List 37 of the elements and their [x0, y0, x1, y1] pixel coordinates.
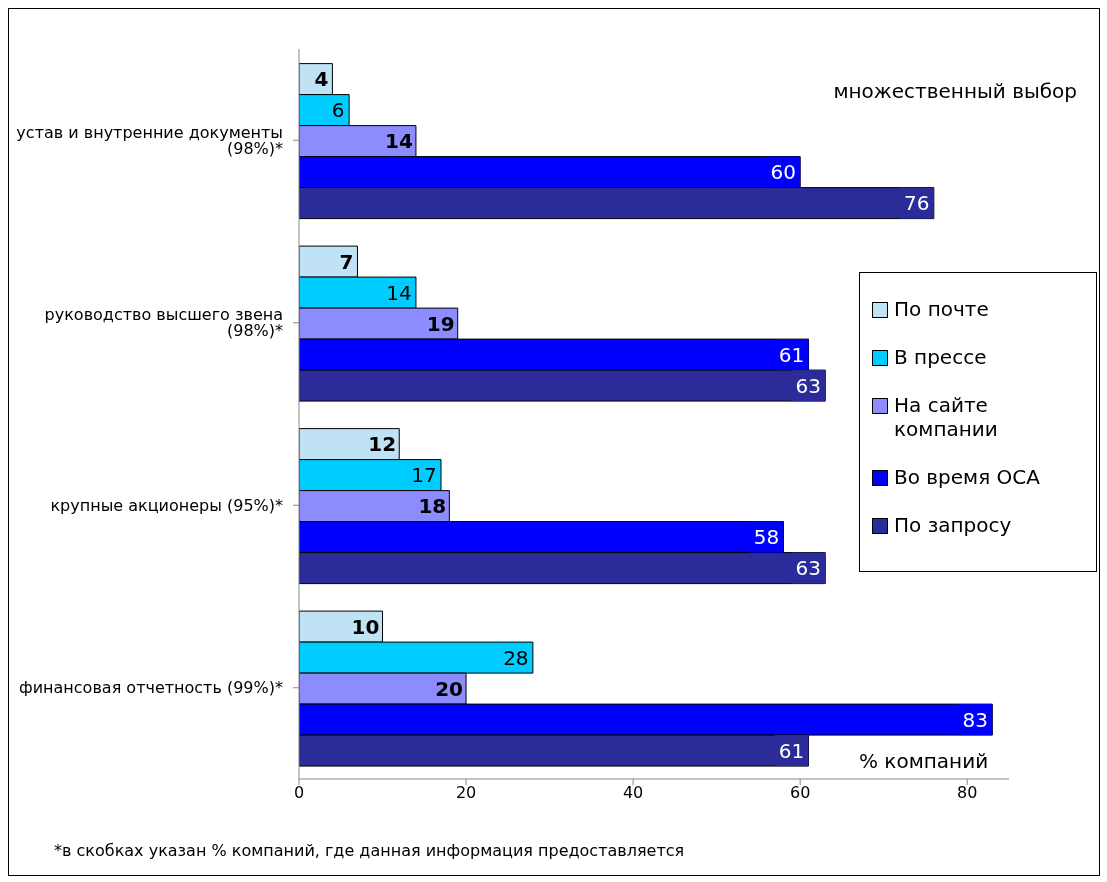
data-label: 6 [331, 98, 345, 123]
data-label: 20 [435, 676, 463, 701]
x-tick-label: 60 [790, 783, 811, 803]
data-label: 28 [503, 645, 529, 670]
x-tick-label: 40 [622, 783, 644, 803]
data-label: 61 [778, 342, 805, 367]
data-label: 63 [795, 373, 821, 398]
legend-label: Во время ОСА [894, 465, 1040, 489]
data-label: 7 [339, 249, 354, 274]
data-label: 58 [753, 525, 780, 550]
legend-label: В прессе [894, 345, 987, 369]
x-tick-label: 80 [957, 783, 978, 803]
data-label: 76 [904, 191, 930, 216]
data-label: 19 [426, 311, 455, 336]
data-label: 14 [386, 280, 412, 305]
data-label: 61 [778, 738, 805, 763]
data-label: 14 [385, 129, 413, 154]
legend-label: По запросу [894, 513, 1012, 537]
legend-label: По почте [894, 297, 989, 321]
data-label: 83 [962, 707, 989, 732]
text: *в скобках указан % компаний, где данная информация предоставляется [54, 841, 685, 860]
annotation: множественный выбор [833, 79, 1077, 103]
legend-label: На сайте компании [894, 393, 999, 441]
x-axis-title: % компаний [859, 749, 989, 773]
data-label: 4 [314, 67, 329, 92]
data-label: 18 [418, 494, 447, 519]
x-tick-label: 20 [455, 783, 477, 803]
y-tick-label: устав и внутренние документы (98%)* [16, 122, 283, 158]
data-label: 12 [368, 432, 397, 457]
x-tick-label: 0 [293, 783, 305, 803]
y-tick-label: финансовая отчетность (99%)* [19, 678, 283, 698]
data-label: 60 [770, 160, 796, 185]
data-label: 10 [351, 614, 380, 639]
data-label: 63 [795, 556, 821, 581]
data-label: 17 [411, 463, 437, 488]
y-tick-label: руководство высшего звена (98%)* [44, 305, 283, 341]
y-tick-label: крупные акционеры (95%)* [50, 495, 283, 515]
